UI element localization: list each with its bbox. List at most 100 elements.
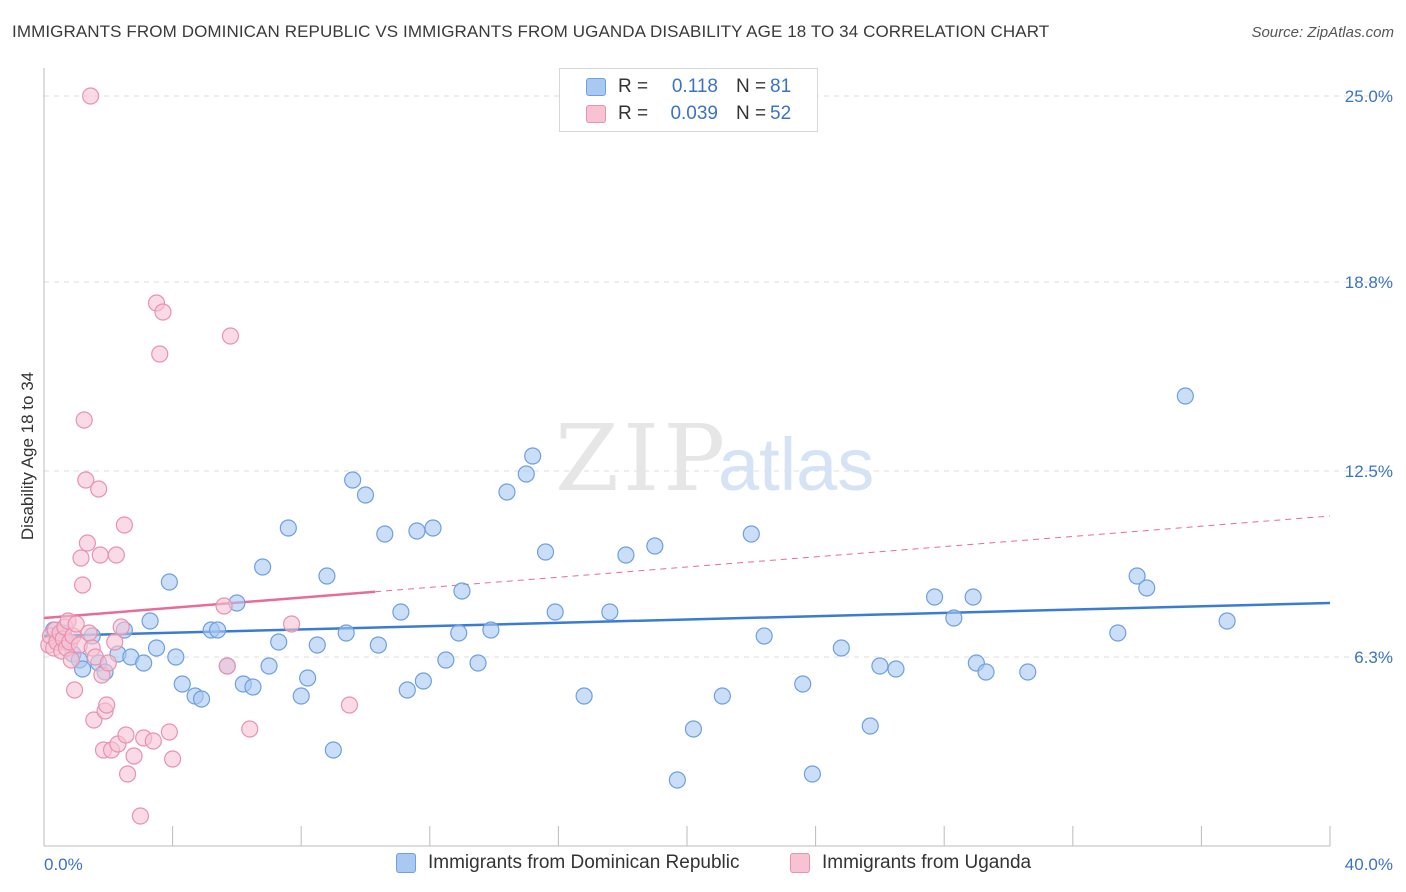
trend-line-dashed-1 xyxy=(375,515,1331,593)
data-point xyxy=(498,483,516,501)
data-point xyxy=(62,651,80,669)
legend-n-label: N = xyxy=(736,76,767,97)
data-points xyxy=(40,87,1236,825)
y-tick-label: 12.5% xyxy=(1345,462,1393,481)
data-point xyxy=(65,681,84,699)
legend-r-value: 0.039 xyxy=(670,103,718,124)
data-point xyxy=(601,603,619,621)
data-point xyxy=(260,657,278,675)
data-point xyxy=(98,696,116,714)
y-tick-label: 25.0% xyxy=(1345,87,1393,106)
series-label-uganda: Immigrants from Uganda xyxy=(822,852,1032,873)
data-point xyxy=(141,612,159,630)
data-point xyxy=(131,807,150,825)
data-point xyxy=(392,603,410,621)
data-point xyxy=(1218,612,1236,630)
data-point xyxy=(173,675,191,693)
data-point xyxy=(107,546,125,564)
data-point xyxy=(437,651,455,669)
series-1-points xyxy=(40,87,359,825)
legend-r-value: 0.118 xyxy=(671,76,718,97)
data-point xyxy=(713,687,731,705)
data-point xyxy=(742,525,760,543)
data-point xyxy=(340,696,359,714)
data-point xyxy=(160,573,178,591)
axes xyxy=(43,68,1331,847)
data-point xyxy=(270,633,288,651)
data-point xyxy=(646,537,664,555)
trend-lines xyxy=(43,515,1331,638)
data-point xyxy=(755,627,773,645)
data-point xyxy=(154,303,172,321)
data-point xyxy=(861,717,879,735)
data-point xyxy=(1109,624,1127,642)
data-point xyxy=(356,486,375,504)
data-point xyxy=(803,765,821,783)
legend: R = 0.118 N = 81 R = 0.039 N = 52 xyxy=(559,68,818,132)
legend-r-label: R = xyxy=(618,103,649,124)
series-label-dominican: Immigrants from Dominican Republic xyxy=(428,852,740,873)
data-point xyxy=(292,687,310,705)
series-swatch-blue xyxy=(396,853,416,873)
data-point xyxy=(887,660,905,678)
data-point xyxy=(78,534,97,552)
data-point xyxy=(279,519,297,537)
data-point xyxy=(106,633,124,651)
data-point xyxy=(91,546,109,564)
watermark-zip: ZIP xyxy=(555,405,729,512)
data-point xyxy=(684,720,703,738)
data-point xyxy=(1138,579,1156,597)
data-point xyxy=(482,621,500,639)
data-point xyxy=(221,327,240,345)
data-point xyxy=(794,675,812,693)
data-point xyxy=(99,654,117,672)
data-point xyxy=(72,549,90,567)
data-point xyxy=(90,480,108,498)
data-point xyxy=(147,639,166,657)
data-point xyxy=(75,411,93,429)
data-point xyxy=(517,465,535,483)
source-credit: Source: ZipAtlas.com xyxy=(1251,24,1394,41)
legend-swatch-pink xyxy=(586,105,606,123)
data-point xyxy=(408,522,426,540)
legend-n-label: N = xyxy=(736,103,767,124)
data-point xyxy=(167,648,185,666)
data-point xyxy=(218,657,236,675)
data-point xyxy=(424,519,442,537)
grid-lines xyxy=(44,95,1394,658)
data-point xyxy=(832,639,850,657)
data-point xyxy=(144,732,162,750)
data-point xyxy=(151,345,169,363)
data-point xyxy=(254,558,272,576)
data-point xyxy=(73,660,92,678)
data-point xyxy=(469,654,487,672)
data-point xyxy=(112,618,130,636)
data-point xyxy=(241,720,259,738)
series-legend-dominican: Immigrants from Dominican Republic xyxy=(396,852,740,874)
data-point xyxy=(67,615,85,633)
data-point xyxy=(1128,567,1146,585)
data-point xyxy=(244,678,262,696)
legend-row-uganda: R = 0.039 N = 52 xyxy=(586,102,791,126)
watermark: ZIP atlas xyxy=(555,405,874,512)
data-point xyxy=(871,657,889,675)
legend-n-value: 52 xyxy=(770,103,792,124)
y-tick-label: 6.3% xyxy=(1354,648,1393,667)
data-point xyxy=(324,741,342,759)
data-point xyxy=(524,447,542,465)
data-point xyxy=(450,624,468,642)
legend-r-label: R = xyxy=(618,76,649,97)
data-point xyxy=(964,588,982,606)
x-tick-label-min: 0.0% xyxy=(44,855,83,874)
data-point xyxy=(215,597,233,615)
data-point xyxy=(617,546,635,564)
data-point xyxy=(80,624,98,642)
trend-line-0 xyxy=(43,601,1331,638)
data-point xyxy=(160,723,178,741)
data-point xyxy=(299,669,317,687)
chart-title: IMMIGRANTS FROM DOMINICAN REPUBLIC VS IM… xyxy=(12,22,1050,41)
data-point xyxy=(209,621,227,639)
data-point xyxy=(668,771,686,789)
data-point xyxy=(85,711,103,729)
